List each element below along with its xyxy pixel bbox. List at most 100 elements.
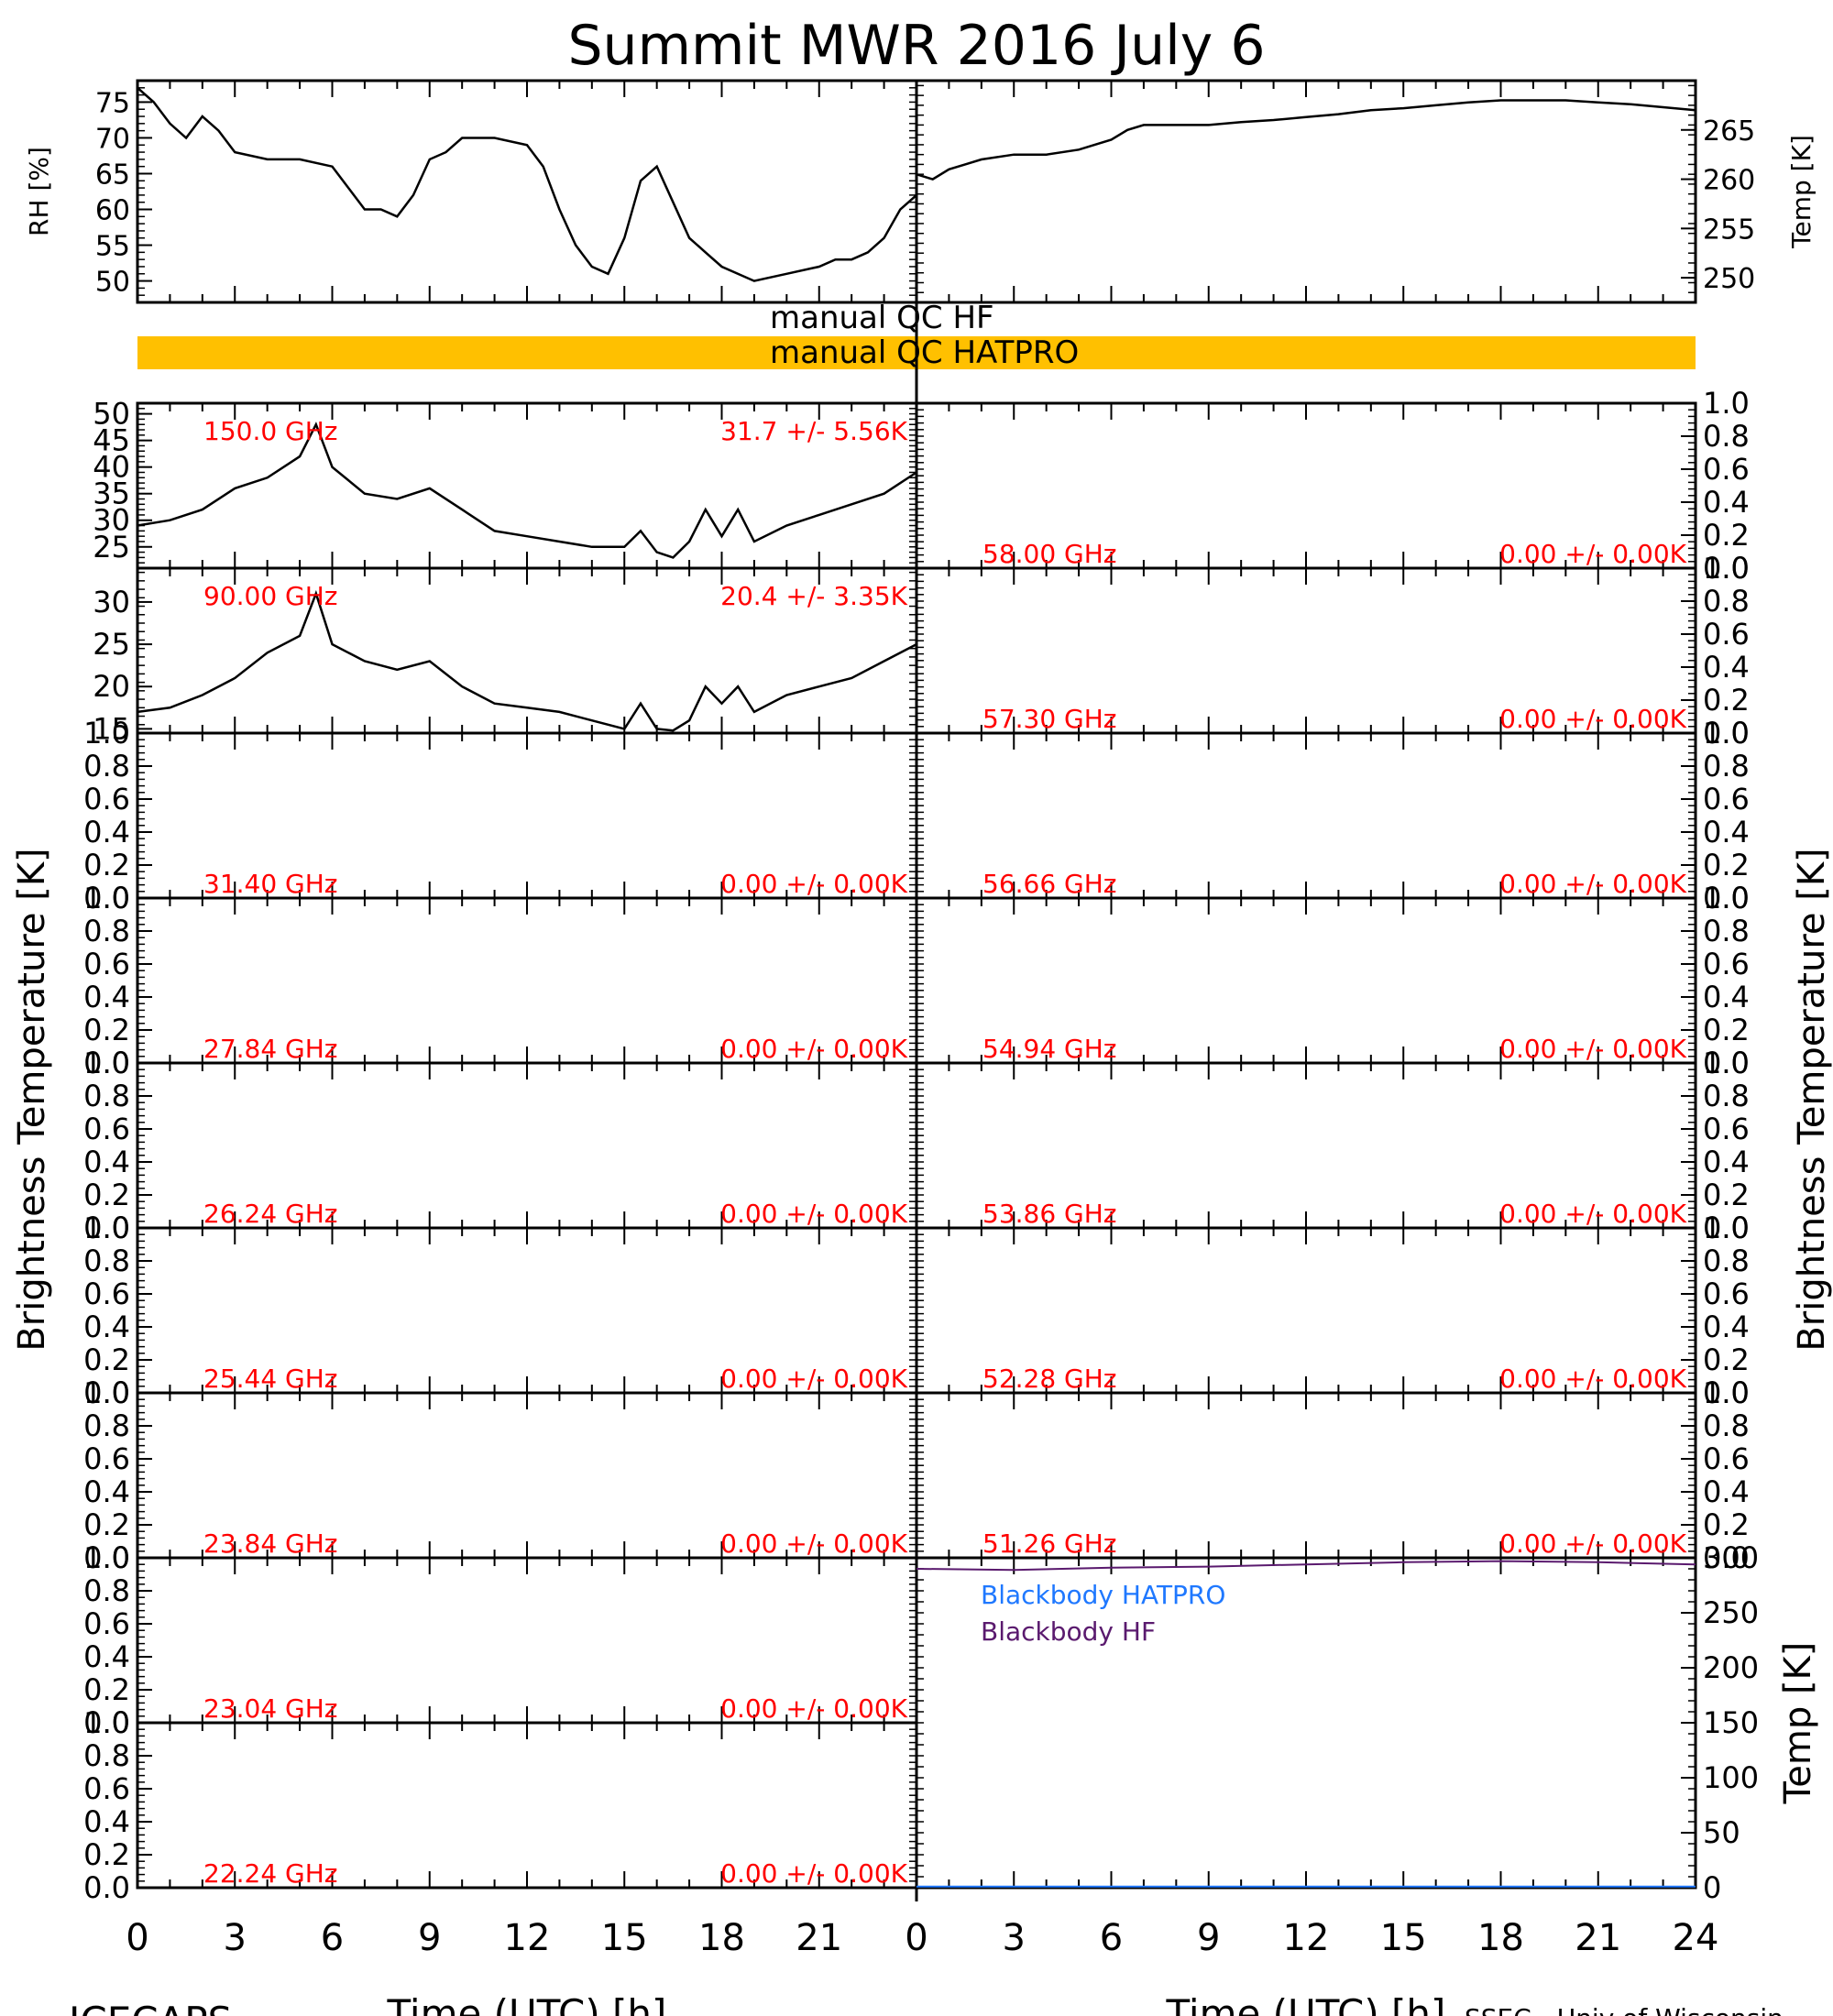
ytick-label: 0.8 <box>1703 914 1750 948</box>
ytick-label: 0.6 <box>83 1276 130 1311</box>
ytick-label: 0.6 <box>83 1441 130 1476</box>
panel-ch-5730: 0.00.20.40.60.81.057.30 GHz 0.00 +/- 0.00… <box>915 551 1750 751</box>
series-line-ch-90-0 <box>137 589 917 732</box>
ytick-label: 255 <box>1703 214 1755 246</box>
panel-ch-5228: 0.00.20.40.60.81.052.28 GHz 0.00 +/- 0.00… <box>915 1211 1750 1410</box>
ytick-label: 150 <box>1703 1705 1759 1740</box>
ytick-label: 0.4 <box>1703 815 1750 849</box>
ytick-label: 0.4 <box>1703 1309 1750 1344</box>
channel-label: 27.84 GHz <box>203 1034 338 1064</box>
ytick-label: 1.0 <box>1703 716 1750 751</box>
ytick-label: 0.2 <box>83 1507 130 1542</box>
ytick-label: 1.0 <box>1703 1211 1750 1245</box>
ytick-label: 0.8 <box>83 749 130 783</box>
ytick-label: 0.2 <box>83 1013 130 1047</box>
ytick-label: 0.2 <box>1703 848 1750 882</box>
panel-ch-2224: 0.00.20.40.60.81.022.24 GHz 0.00 +/- 0.00… <box>83 1705 918 1905</box>
ytick-label: 0.8 <box>83 914 130 948</box>
ytick-label: 0.0 <box>83 1046 130 1080</box>
ytick-label: 0.4 <box>1703 650 1750 685</box>
ytick-label: 0.4 <box>83 1309 130 1344</box>
ytick-label: 0.0 <box>1703 1540 1750 1575</box>
ytick-label: 1.0 <box>83 1540 130 1575</box>
ytick-label: 0.2 <box>83 1342 130 1377</box>
footer-ssec: SSEC - Univ of Wisconsin <box>1465 2003 1784 2016</box>
panel-ch-5126: 0.00.20.40.60.81.051.26 GHz 0.00 +/- 0.00… <box>915 1375 1750 1575</box>
ytick-label: 60 <box>95 195 130 227</box>
xaxis-label-left: Time (UTC) [h] <box>387 1991 667 2016</box>
ytick-label: 0.2 <box>83 1178 130 1212</box>
xtick-label: 6 <box>321 1917 344 1959</box>
ytick-label: 0.0 <box>1703 1375 1750 1410</box>
ytick-label: 1.0 <box>1703 881 1750 915</box>
series-line-blackbody-1 <box>916 1560 1696 1572</box>
xtick-label: 21 <box>1575 1917 1621 1959</box>
footer-icecaps: ICECAPS <box>69 1999 232 2016</box>
ytick-label: 35 <box>93 477 130 511</box>
channel-label: 54.94 GHz <box>982 1034 1117 1064</box>
channel-stat: 0.00 +/- 0.00K <box>720 869 907 899</box>
ytick-label: 1.0 <box>1703 551 1750 586</box>
channel-stat: 0.00 +/- 0.00K <box>1499 1199 1686 1229</box>
ytick-label: 25 <box>93 530 130 564</box>
channel-label: 90.00 GHz <box>203 581 338 611</box>
panel-ch-3140: 0.00.20.40.60.81.031.40 GHz 0.00 +/- 0.00… <box>83 716 918 915</box>
ytick-label: 265 <box>1703 115 1755 148</box>
legend-entry: Blackbody HF <box>981 1616 1156 1647</box>
ytick-label: 0.2 <box>1703 1507 1750 1542</box>
ylabel-blackbody: Temp [K] <box>1777 1642 1819 1805</box>
bt-ylabel-left: Brightness Temperature [K] <box>11 848 53 1351</box>
ytick-label: 0.6 <box>83 1112 130 1146</box>
ytick-label: 50 <box>93 397 130 432</box>
panel-ch-2384: 0.00.20.40.60.81.023.84 GHz 0.00 +/- 0.00… <box>83 1375 918 1575</box>
ytick-label: 0.4 <box>1703 1474 1750 1509</box>
ytick-label: 0.4 <box>1703 485 1750 520</box>
ytick-label: 250 <box>1703 263 1755 295</box>
ytick-label: 0.6 <box>1703 452 1750 487</box>
xtick-label: 6 <box>1100 1917 1123 1959</box>
panel-temp: 250 255 260 265 Temp [K] <box>915 79 1817 304</box>
channel-label: 26.24 GHz <box>203 1199 338 1229</box>
channel-label: 150.0 GHz <box>203 416 338 446</box>
ytick-label: 0.0 <box>1703 551 1750 586</box>
ytick-label: 0.0 <box>1703 716 1750 751</box>
ytick-label: 0.8 <box>1703 1079 1750 1113</box>
ytick-label: 0.8 <box>83 1079 130 1113</box>
ytick-label: 1.0 <box>1703 1046 1750 1080</box>
xtick-label: 18 <box>698 1917 745 1959</box>
channel-label: 52.28 GHz <box>982 1364 1117 1394</box>
panel-ch-5800: 0.00.20.40.60.81.058.00 GHz 0.00 +/- 0.00… <box>915 386 1750 586</box>
panel-ch-90: 15 20 25 30 90.00 GHz 20.4 +/- 3.35K <box>93 566 918 746</box>
panel-ch-5386: 0.00.20.40.60.81.053.86 GHz 0.00 +/- 0.00… <box>915 1046 1750 1245</box>
ytick-label: 1.0 <box>83 1705 130 1740</box>
channel-label: 31.40 GHz <box>203 869 338 899</box>
ytick-label: 300 <box>1703 1540 1759 1575</box>
series-line-ch-150-0 <box>137 422 917 559</box>
ytick-label: 45 <box>93 423 130 458</box>
panel-blackbody: 0 50 100 150 200 250 300 Temp [K] Blackbody HATP… <box>915 1540 1819 1905</box>
ytick-label: 75 <box>95 87 130 119</box>
legend-entry: Blackbody HATPRO <box>981 1580 1225 1610</box>
ytick-label: 25 <box>93 627 130 662</box>
ytick-label: 0.8 <box>83 1244 130 1278</box>
ytick-label: 30 <box>93 585 130 619</box>
xtick-label: 15 <box>1380 1917 1427 1959</box>
ytick-label: 200 <box>1703 1650 1759 1685</box>
ytick-label: 1.0 <box>1703 386 1750 421</box>
ytick-label: 0.6 <box>1703 617 1750 652</box>
ytick-label: 1.0 <box>83 1211 130 1245</box>
ytick-label: 0.8 <box>83 1573 130 1608</box>
ytick-label: 1.0 <box>1703 1375 1750 1410</box>
ytick-label: 50 <box>1703 1815 1740 1850</box>
panel-rh: 50 55 60 65 70 75 RH [%] <box>24 79 918 304</box>
channel-stat: 20.4 +/- 3.35K <box>720 581 907 611</box>
ytick-label: 0.0 <box>83 1705 130 1740</box>
ytick-label: 0.8 <box>1703 1244 1750 1278</box>
channel-stat: 0.00 +/- 0.00K <box>720 1858 907 1889</box>
ytick-label: 1.0 <box>83 1375 130 1410</box>
channel-stat: 0.00 +/- 0.00K <box>720 1364 907 1394</box>
ytick-label: 0.4 <box>1703 1145 1750 1179</box>
ytick-label: 0.6 <box>83 1771 130 1806</box>
qc-hf-label: manual QC HF <box>770 300 994 336</box>
